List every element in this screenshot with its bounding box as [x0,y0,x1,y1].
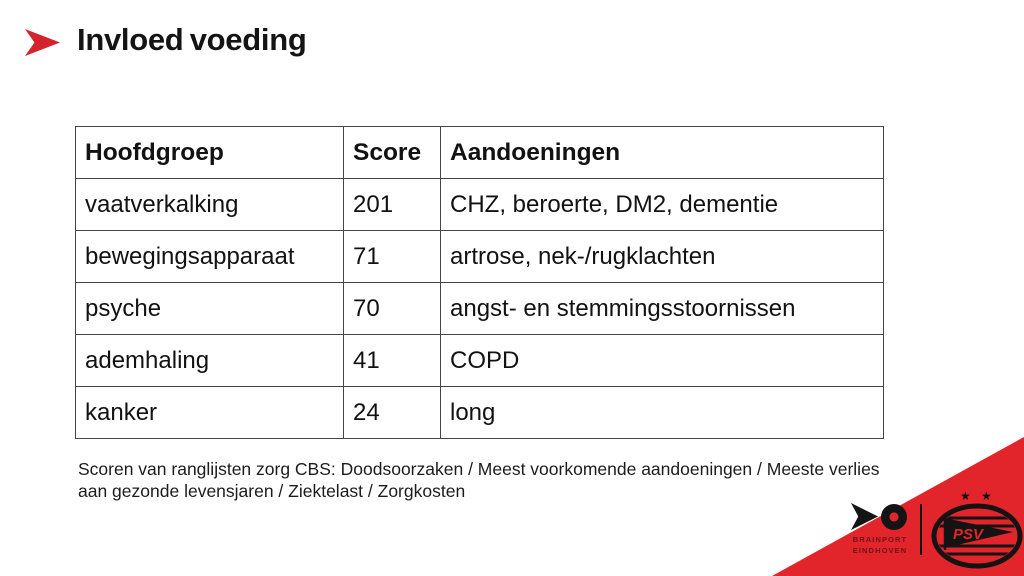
table-header-row: Hoofdgroep Score Aandoeningen [75,126,884,179]
table-cell: kanker [75,386,344,439]
table-cell: vaatverkalking [75,178,344,231]
table-cell: COPD [440,334,884,387]
brainport-wordmark-line2: EINDHOVEN [852,546,908,555]
logo-divider [920,504,922,555]
table-cell: bewegingsapparaat [75,230,344,283]
psv-label: PSV [953,526,985,543]
page-title: Invloed voeding [77,22,307,57]
table-cell: artrose, nek-/rugklachten [440,230,884,283]
table-body: vaatverkalking 201 CHZ, beroerte, DM2, dem… [75,178,884,439]
table-cell: ademhaling [75,334,344,387]
table-cell: 201 [343,178,441,231]
star-icon: ★ [981,489,992,503]
column-header: Hoofdgroep [75,126,344,179]
table-row: vaatverkalking 201 CHZ, beroerte, DM2, dem… [75,178,884,231]
score-table: Hoofdgroep Score Aandoeningen vaatverkalki… [75,126,884,439]
source-note: Scoren van ranglijsten zorg CBS: Doodsoo… [78,459,880,501]
table-cell: 24 [343,386,441,439]
table-row: kanker 24 long [75,386,884,439]
table-cell: 70 [343,282,441,335]
brainport-wordmark-line1: BRAINPORT [852,535,908,544]
table-row: psyche 70 angst- en stemmingsstoornissen [75,282,884,335]
brainport-arrow-icon [25,29,60,56]
star-icon: ★ [960,489,971,503]
table-row: ademhaling 41 COPD [75,334,884,387]
table-cell: CHZ, beroerte, DM2, dementie [440,178,884,231]
column-header: Score [343,126,441,179]
table-row: bewegingsapparaat 71 artrose, nek-/rugklac… [75,230,884,283]
table-cell: 71 [343,230,441,283]
table-cell: angst- en stemmingsstoornissen [440,282,884,335]
table-cell: long [440,386,884,439]
brainport-wordmark: BRAINPORT EINDHOVEN [846,534,914,556]
psv-crest-icon: ★ ★ PSV [931,489,1023,569]
table-cell: psyche [75,282,344,335]
brainport-ring-icon [881,504,907,530]
column-header: Aandoeningen [440,126,884,179]
table-cell: 41 [343,334,441,387]
